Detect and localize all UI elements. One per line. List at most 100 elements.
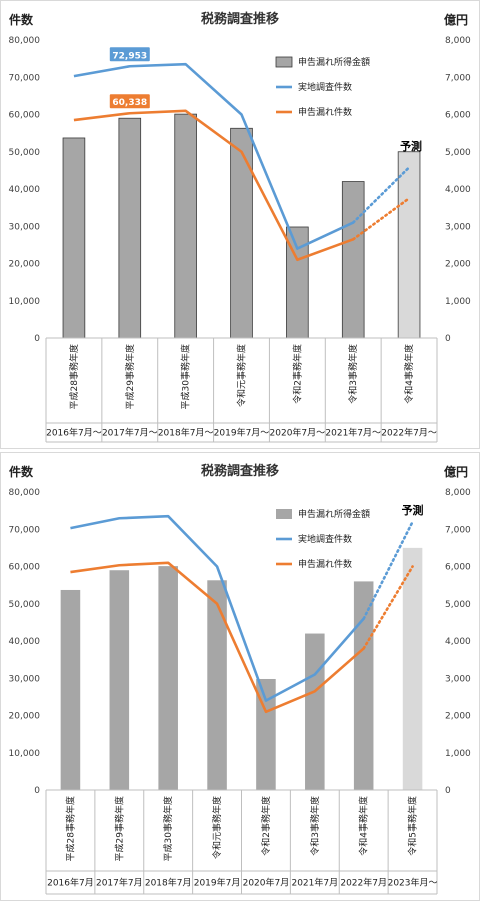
category-label: 令和4事務年度 (358, 796, 370, 856)
y-right-tick-label: 7,000 (445, 525, 471, 535)
category-label: 令和5事務年度 (407, 796, 419, 856)
line-omissions-forecast (362, 565, 414, 650)
bar (230, 127, 253, 339)
period-label: 2020年7月 (243, 877, 290, 889)
bar (60, 589, 81, 790)
line-inspections-forecast (351, 166, 411, 224)
bar (174, 113, 197, 339)
y-left-tick-label: 0 (34, 334, 40, 344)
y-right-tick-label: 5,000 (445, 148, 471, 158)
y-right-tick-label: 2,000 (445, 260, 471, 270)
y-right-unit: 億円 (444, 12, 468, 27)
period-label: 2017年7月～ (102, 427, 158, 439)
bar (256, 678, 276, 790)
line-inspections-forecast (362, 520, 414, 620)
y-left-tick-label: 20,000 (9, 260, 41, 270)
period-label: 2018年7月 (145, 877, 192, 889)
y-right-unit: 億円 (444, 464, 468, 479)
chart-title: 税務調査推移 (201, 463, 279, 479)
y-right-tick-label: 0 (445, 786, 451, 796)
y-left-tick-label: 50,000 (9, 600, 41, 610)
bar (207, 580, 227, 790)
y-left-tick-label: 30,000 (9, 674, 41, 684)
bar (109, 570, 130, 790)
y-left-tick-label: 10,000 (9, 749, 41, 759)
y-right-tick-label: 1,000 (445, 749, 471, 759)
line-omissions (70, 561, 365, 714)
chart-panel-bottom: 税務調査推移 件数 億円 0 10,000 20,000 30,000 40,000 50,00… (0, 452, 480, 901)
bar (62, 137, 86, 339)
forecast-label: 予測 (400, 139, 422, 153)
data-label-box (109, 94, 150, 109)
legend-label: 申告漏れ所得金額 (298, 56, 370, 68)
bar (305, 633, 325, 790)
y-left-tick-label: 40,000 (9, 185, 41, 195)
line-inspections (70, 514, 365, 702)
category-label: 平成30事務年度 (162, 796, 174, 861)
chart-bottom: 税務調査推移 件数 億円 0 10,000 20,000 30,000 40,000 50,00… (9, 463, 471, 895)
category-label: 令和元事務年度 (236, 344, 248, 407)
line-omissions-forecast (351, 197, 411, 241)
category-label: 令和3事務年度 (309, 796, 321, 856)
bar (341, 181, 365, 339)
y-right-tick-label: 8,000 (445, 488, 471, 498)
y-left-tick-label: 0 (34, 786, 40, 796)
y-right-tick-label: 4,000 (445, 637, 471, 647)
y-left-unit: 件数 (9, 464, 34, 479)
legend-label: 実地調査件数 (298, 533, 352, 545)
category-label: 令和2事務年度 (291, 344, 303, 404)
y-left-tick-label: 20,000 (9, 712, 41, 722)
y-right-tick-label: 0 (445, 334, 451, 344)
chart-panel-top: 税務調査推移 件数 億円 0 10,000 20,000 30,000 40,000 50,00… (0, 0, 480, 449)
bar-forecast (397, 151, 421, 339)
y-left-tick-label: 80,000 (9, 488, 41, 498)
period-label: 2016年7月～ (46, 427, 102, 439)
line-omissions (73, 109, 354, 262)
bar (158, 566, 178, 790)
y-right-tick-label: 6,000 (445, 563, 471, 573)
legend-swatch-bar (275, 56, 293, 68)
y-right-tick-label: 1,000 (445, 297, 471, 307)
y-left-tick-label: 60,000 (9, 111, 41, 121)
category-label: 平成28事務年度 (64, 796, 76, 861)
legend-label: 申告漏れ件数 (298, 558, 352, 570)
y-left-tick-label: 50,000 (9, 148, 41, 158)
chart-top: 税務調査推移 件数 億円 0 10,000 20,000 30,000 40,000 50,00… (9, 11, 471, 443)
y-right-tick-label: 4,000 (445, 185, 471, 195)
category-label: 平成30事務年度 (180, 344, 192, 409)
y-left-tick-label: 70,000 (9, 525, 41, 535)
period-label: 2019年7月～ (214, 427, 270, 439)
category-label: 平成29事務年度 (124, 344, 136, 409)
period-label: 2023年月～ (388, 877, 438, 889)
legend-label: 実地調査件数 (298, 81, 352, 93)
period-label: 2018年7月～ (158, 427, 214, 439)
y-right-tick-label: 5,000 (445, 600, 471, 610)
line-inspections (73, 62, 354, 250)
bar (118, 117, 142, 339)
data-label: 60,338 (112, 98, 147, 108)
period-label: 2021年7月～ (325, 427, 381, 439)
period-label: 2021年7月 (291, 877, 338, 889)
period-label: 2020年7月～ (270, 427, 326, 439)
legend-label: 申告漏れ所得金額 (298, 508, 370, 520)
y-right-tick-label: 2,000 (445, 712, 471, 722)
y-right-tick-label: 3,000 (445, 674, 471, 684)
y-left-tick-label: 80,000 (9, 36, 41, 46)
y-right-tick-label: 6,000 (445, 111, 471, 121)
period-label: 2016年7月 (47, 877, 94, 889)
legend-swatch-bar (276, 509, 292, 519)
category-label: 令和元事務年度 (211, 796, 223, 859)
y-left-unit: 件数 (9, 12, 34, 27)
y-right-tick-label: 8,000 (445, 36, 471, 46)
y-left-tick-label: 10,000 (9, 297, 41, 307)
forecast-label: 予測 (402, 503, 424, 517)
y-left-tick-label: 30,000 (9, 222, 41, 232)
period-label: 2019年7月 (194, 877, 241, 889)
chart-title: 税務調査推移 (201, 11, 279, 27)
category-label: 令和3事務年度 (347, 344, 359, 404)
data-label-box (109, 47, 150, 62)
category-label: 平成29事務年度 (113, 796, 125, 861)
legend-label: 申告漏れ件数 (298, 106, 352, 118)
category-label: 令和4事務年度 (403, 344, 415, 404)
period-label: 2022年7月～ (381, 427, 437, 439)
